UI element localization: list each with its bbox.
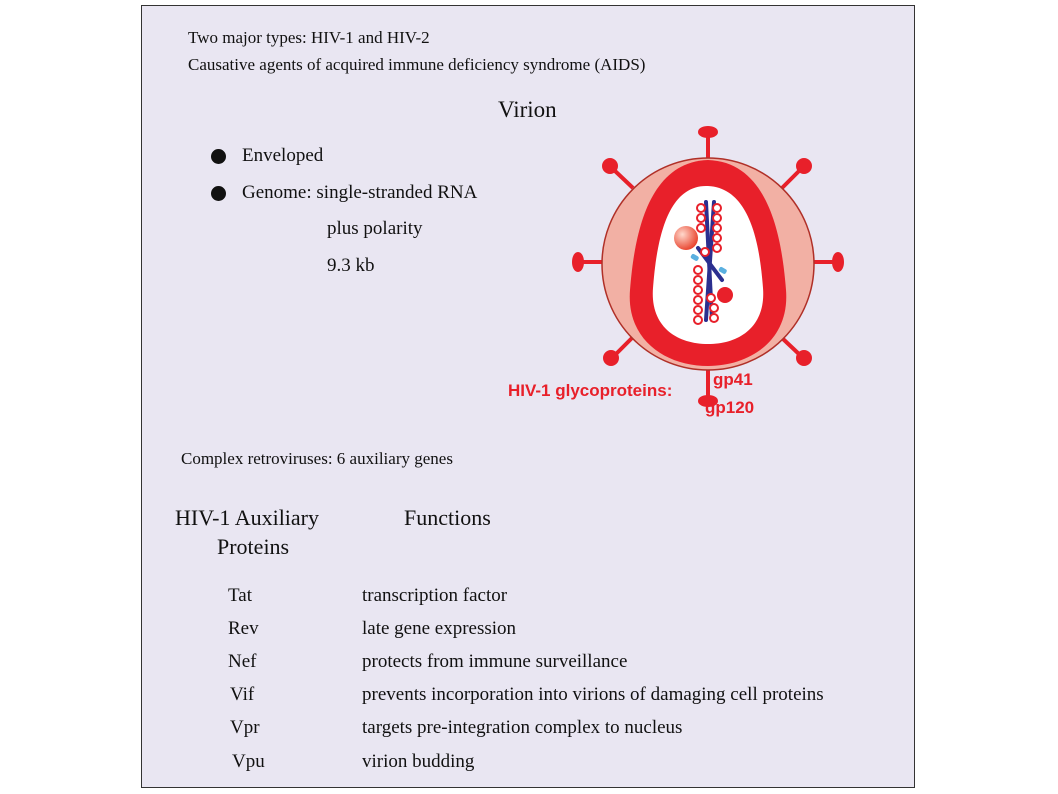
protein-blob — [718, 267, 727, 274]
protein-function: targets pre-integration complex to nucle… — [362, 717, 683, 738]
header-functions: Functions — [404, 505, 491, 530]
hiv-virion-diagram — [572, 126, 844, 407]
protein-name: Nef — [228, 651, 257, 672]
protein-function: late gene expression — [362, 618, 517, 639]
protein-name: Tat — [228, 585, 252, 606]
complex-retroviruses-text: Complex retroviruses: 6 auxiliary genes — [181, 449, 453, 468]
protein-name: Vpu — [232, 751, 265, 772]
integrase-icon — [717, 287, 733, 303]
spike-lower-right-knob — [796, 350, 812, 366]
spike-upper-right — [780, 168, 802, 190]
header-proteins-line2: Proteins — [217, 534, 290, 559]
bullet-icon — [211, 149, 226, 164]
protein-blob — [690, 254, 699, 261]
slide-panel — [141, 5, 915, 788]
protein-name: Vif — [230, 684, 255, 705]
bullet-enveloped: Enveloped — [242, 145, 324, 166]
header-proteins-line1: HIV-1 Auxiliary — [175, 505, 320, 530]
gp120-label: gp120 — [705, 398, 755, 417]
spike-lower-right — [780, 336, 802, 357]
spike-right-knob — [832, 252, 844, 272]
bullet-genome: Genome: single-stranded RNA — [242, 182, 478, 203]
spike-left-knob — [572, 252, 584, 272]
glycoprotein-spikes — [572, 126, 844, 407]
glycoproteins-label: HIV-1 glycoproteins: — [508, 381, 673, 400]
genome-size: 9.3 kb — [327, 255, 375, 276]
spike-top-knob — [698, 126, 718, 138]
intro-line-causative: Causative agents of acquired immune defi… — [188, 55, 646, 74]
intro-line-types: Two major types: HIV-1 and HIV-2 — [188, 28, 430, 47]
protein-function: transcription factor — [362, 585, 508, 606]
protein-name: Vpr — [230, 717, 260, 738]
spike-lower-left-knob — [603, 350, 619, 366]
spike-upper-right-knob — [796, 158, 812, 174]
gp41-label: gp41 — [713, 370, 753, 389]
protein-name: Rev — [228, 618, 259, 639]
small-proteins — [690, 254, 727, 274]
protein-function: protects from immune surveillance — [362, 651, 628, 672]
nucleocapsid-proteins — [693, 203, 722, 325]
spike-bottom-knob — [698, 395, 718, 407]
virion-title: Virion — [498, 97, 557, 122]
spike-upper-left-knob — [602, 158, 618, 174]
bullet-icon — [211, 186, 226, 201]
reverse-transcriptase-icon — [674, 226, 698, 250]
protein-function: virion budding — [362, 751, 475, 772]
genome-polarity: plus polarity — [327, 218, 423, 239]
spike-upper-left — [612, 168, 635, 190]
spike-lower-left — [613, 336, 634, 357]
protein-function: prevents incorporation into virions of d… — [362, 684, 824, 705]
